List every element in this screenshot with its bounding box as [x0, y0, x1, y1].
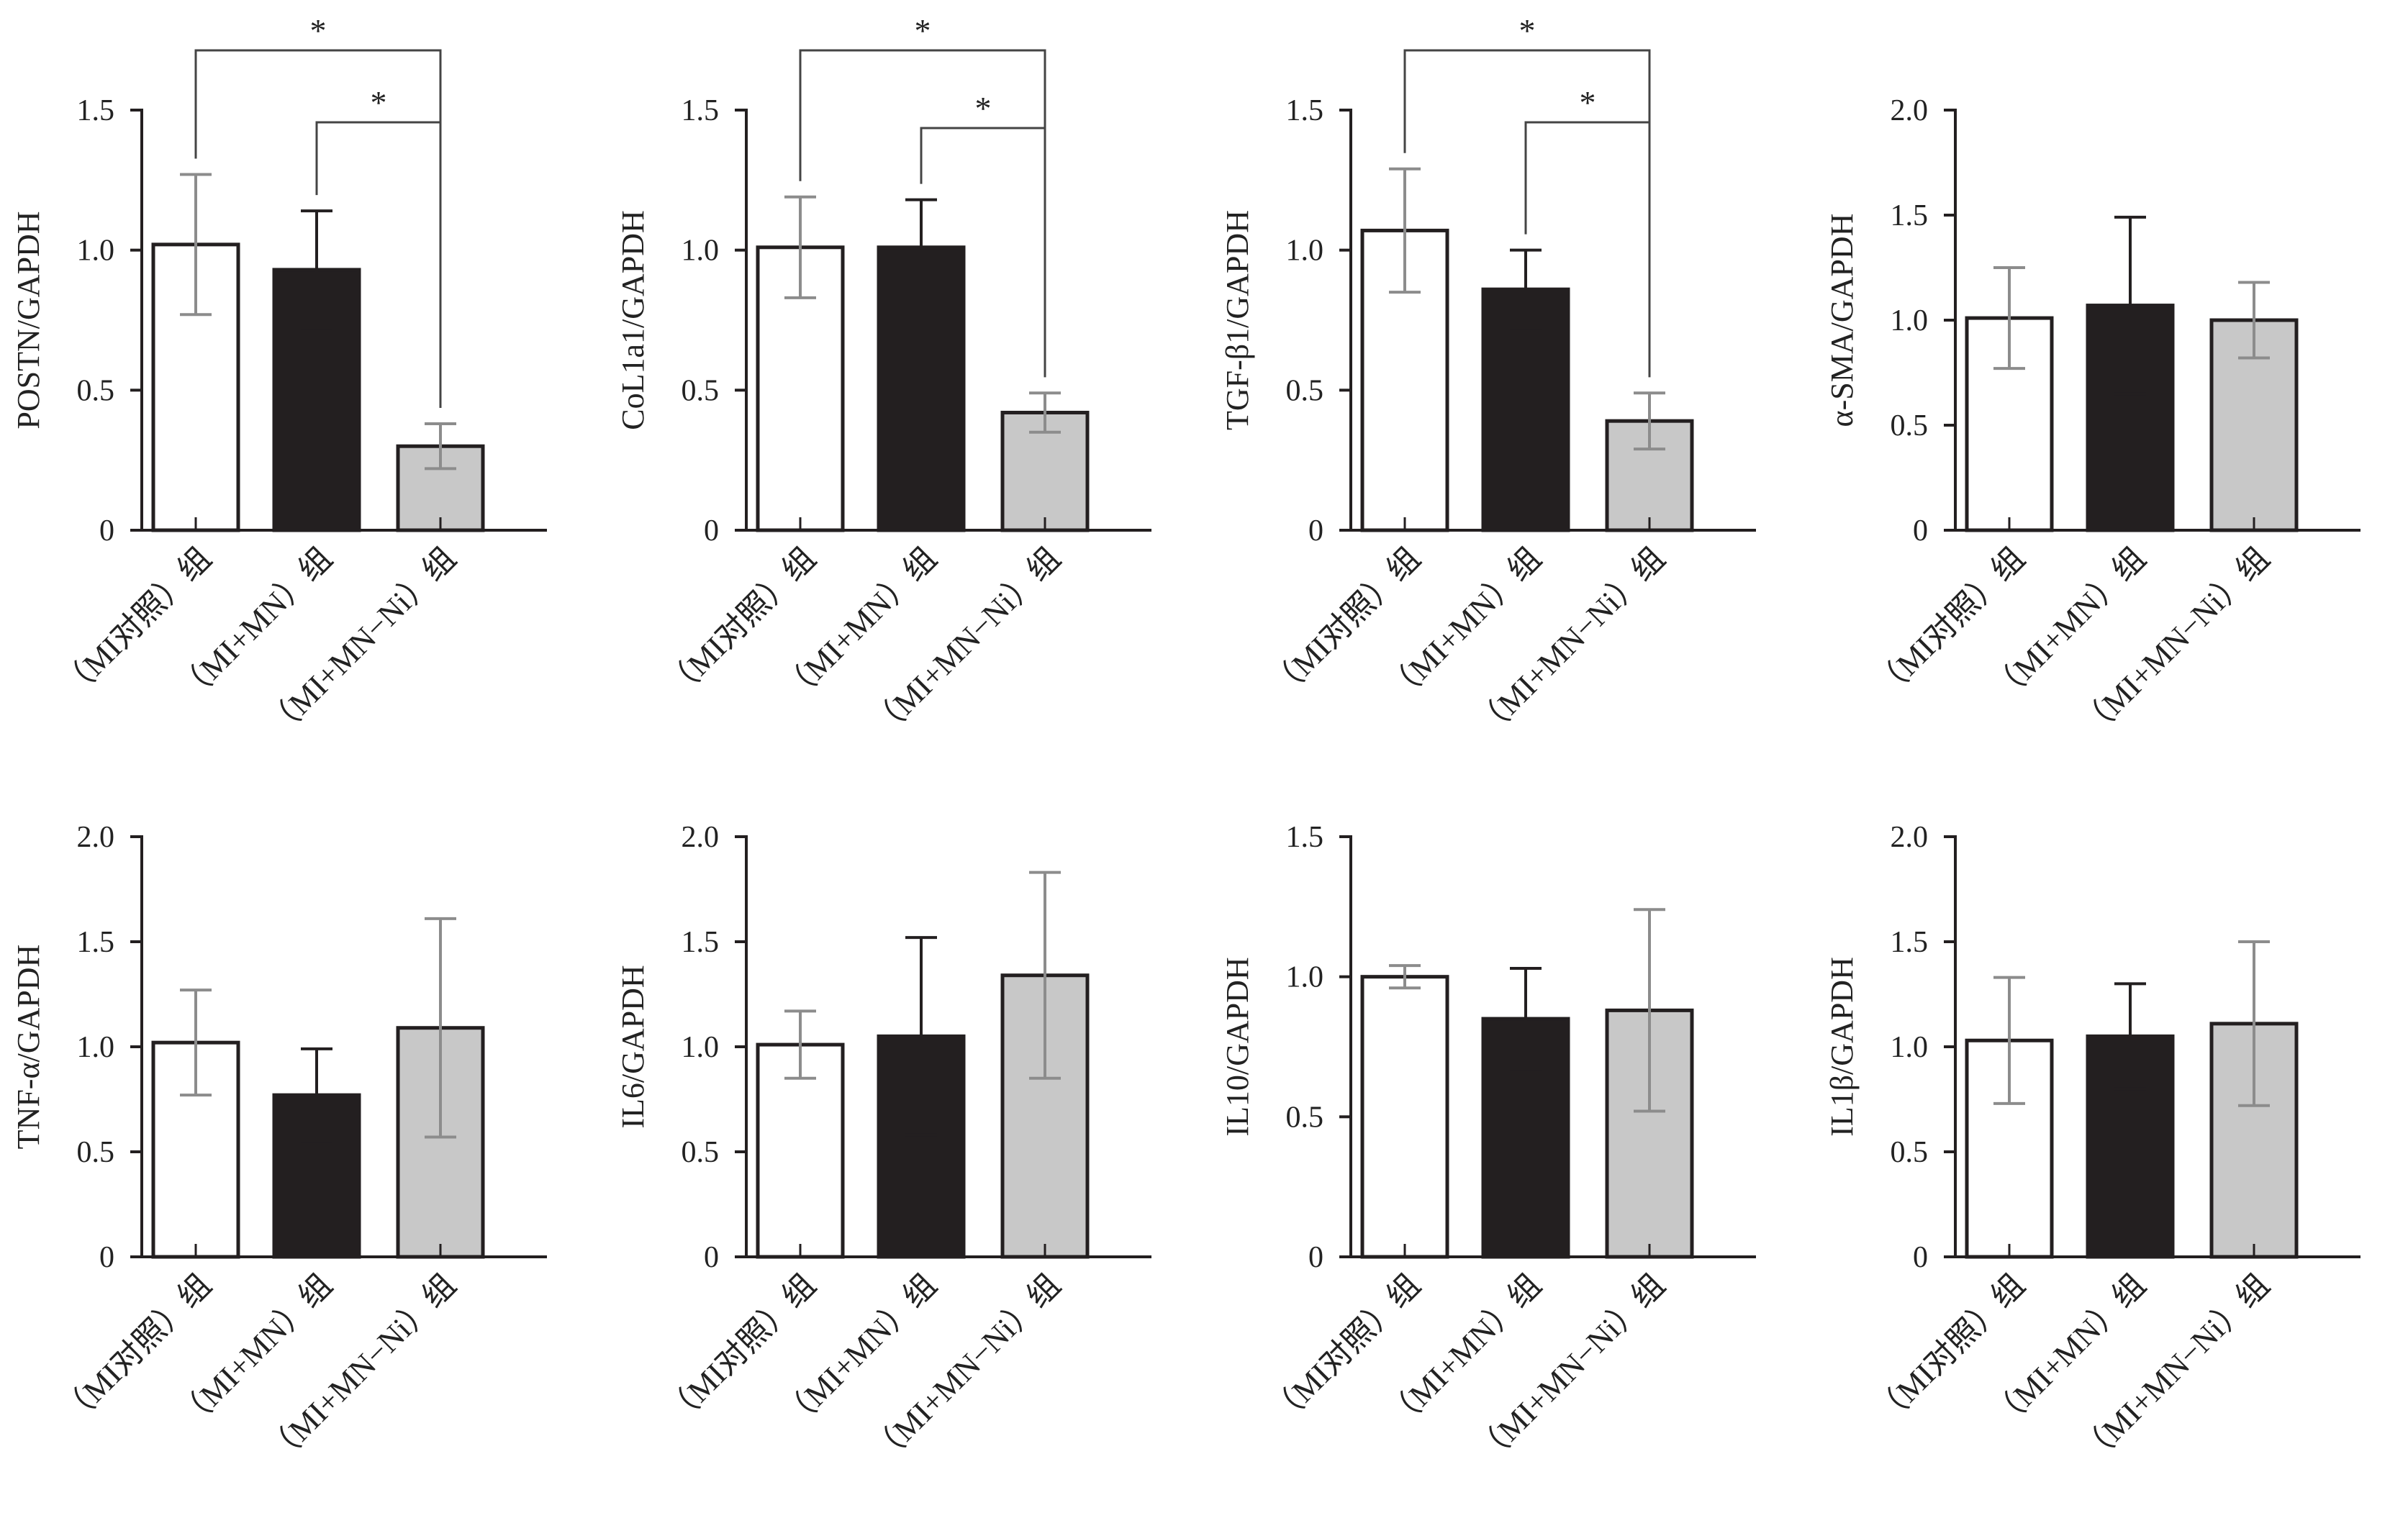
y-tick-label: 2.0	[77, 821, 115, 854]
y-tick-label: 0	[704, 1241, 719, 1274]
error-bar-1	[784, 195, 816, 299]
y-tick-label: 1.5	[1891, 199, 1929, 232]
y-tick-label: 1.0	[77, 1031, 115, 1064]
y-tick-label: 0.5	[682, 1136, 720, 1169]
y-tick-label: 1.5	[77, 926, 115, 959]
error-bar-1	[784, 1009, 816, 1080]
y-tick-label: 1.0	[1891, 304, 1929, 337]
y-tick-label: 0	[99, 1241, 114, 1274]
y-axis-title: α-SMA/GAPDH	[1824, 214, 1860, 427]
y-tick-label: 2.0	[1891, 94, 1929, 127]
y-tick-label: 1.5	[1286, 94, 1324, 127]
y-tick-label: 2.0	[1891, 821, 1929, 854]
significance-bracket-2: *	[920, 90, 1046, 378]
bracket-line	[920, 127, 1046, 378]
y-tick-label: 1.5	[682, 926, 720, 959]
y-axis-title: TNF-α/GAPDH	[11, 945, 46, 1150]
y-tick-label: 0	[1308, 514, 1323, 547]
y-tick-label: 0.5	[1891, 409, 1929, 442]
y-axis-title: POSTN/GAPDH	[11, 211, 46, 429]
bar-1	[756, 1042, 845, 1259]
y-tick-label: 0	[704, 514, 719, 547]
bracket-line	[1524, 121, 1651, 378]
y-tick-label: 1.0	[1286, 961, 1324, 994]
significance-star: *	[310, 12, 327, 49]
chart-panel-2: 00.51.01.5CoL1a1/GAPDH（MI对照）组（MI+MN）组（MI…	[615, 12, 1151, 744]
y-axis-title: TGF-β1/GAPDH	[1220, 210, 1255, 430]
y-tick-label: 0.5	[1286, 1101, 1324, 1134]
error-bar-3	[2238, 940, 2270, 1107]
error-bar-1	[180, 173, 212, 317]
significance-star: *	[371, 84, 387, 121]
error-bar-2	[301, 1047, 332, 1143]
error-bar-2	[905, 936, 937, 1137]
chart-panel-5: 00.51.01.52.0TNF-α/GAPDH（MI对照）组（MI+MN）组（…	[11, 821, 547, 1471]
y-tick-label: 0.5	[77, 1136, 115, 1169]
error-bar-1	[180, 988, 212, 1097]
error-bar-2	[2114, 215, 2146, 396]
error-bar-1	[1993, 976, 2025, 1105]
chart-panel-8: 00.51.01.52.0IL1β/GAPDH（MI对照）组（MI+MN）组（M…	[1824, 821, 2361, 1471]
error-bar-2	[2114, 982, 2146, 1091]
bar-1	[151, 1040, 240, 1259]
chart-panel-7: 00.51.01.5IL10/GAPDH（MI对照）组（MI+MN）组（MI+M…	[1220, 821, 1756, 1471]
y-tick-label: 0	[1308, 1241, 1323, 1274]
error-bar-3	[2238, 281, 2270, 360]
significance-star: *	[1580, 84, 1596, 121]
significance-star: *	[1519, 12, 1536, 49]
error-bar-3	[425, 422, 456, 471]
error-bar-2	[301, 209, 332, 330]
y-axis-title: IL1β/GAPDH	[1824, 957, 1860, 1137]
y-axis-title: CoL1a1/GAPDH	[615, 210, 651, 430]
error-bar-2	[1510, 966, 1542, 1071]
y-tick-label: 1.5	[682, 94, 720, 127]
chart-panel-1: 00.51.01.5POSTN/GAPDH（MI对照）组（MI+MN）组（MI+…	[11, 12, 547, 744]
error-bar-1	[1389, 964, 1421, 990]
error-bar-3	[1634, 391, 1665, 451]
error-bar-1	[1993, 266, 2025, 371]
y-tick-label: 0	[1913, 1241, 1928, 1274]
error-bar-3	[425, 917, 456, 1139]
y-tick-label: 1.0	[77, 235, 115, 268]
y-tick-label: 1.0	[682, 1031, 720, 1064]
significance-bracket-2: *	[315, 84, 442, 409]
error-bar-2	[1510, 248, 1542, 330]
y-axis-title: IL6/GAPDH	[615, 965, 651, 1128]
y-tick-label: 0	[1913, 514, 1928, 547]
chart-panel-3: 00.51.01.5TGF-β1/GAPDH（MI对照）组（MI+MN）组（MI…	[1220, 12, 1756, 744]
y-tick-label: 1.5	[1891, 926, 1929, 959]
y-tick-label: 0.5	[1891, 1136, 1929, 1169]
bracket-line	[315, 121, 442, 409]
chart-panel-4: 00.51.01.52.0α-SMA/GAPDH（MI对照）组（MI+MN）组（…	[1824, 94, 2361, 744]
y-tick-label: 1.0	[682, 235, 720, 268]
significance-star: *	[915, 12, 931, 49]
significance-star: *	[975, 90, 992, 127]
y-tick-label: 0.5	[682, 374, 720, 407]
significance-bracket-2: *	[1524, 84, 1651, 378]
y-tick-label: 0.5	[1286, 374, 1324, 407]
y-axis-title: IL10/GAPDH	[1220, 957, 1255, 1136]
error-bar-1	[1389, 167, 1421, 294]
error-bar-3	[1634, 908, 1665, 1113]
y-tick-label: 1.5	[1286, 821, 1324, 854]
y-tick-label: 1.0	[1891, 1031, 1929, 1064]
error-bar-2	[905, 198, 937, 296]
error-bar-3	[1029, 391, 1061, 434]
y-tick-label: 2.0	[682, 821, 720, 854]
y-tick-label: 1.5	[77, 94, 115, 127]
error-bar-3	[1029, 871, 1061, 1080]
y-tick-label: 0.5	[77, 374, 115, 407]
y-tick-label: 0	[99, 514, 114, 547]
chart-panel-6: 00.51.01.52.0IL6/GAPDH（MI对照）组（MI+MN）组（MI…	[615, 821, 1151, 1471]
bar-1	[1360, 975, 1449, 1259]
y-tick-label: 1.0	[1286, 235, 1324, 268]
